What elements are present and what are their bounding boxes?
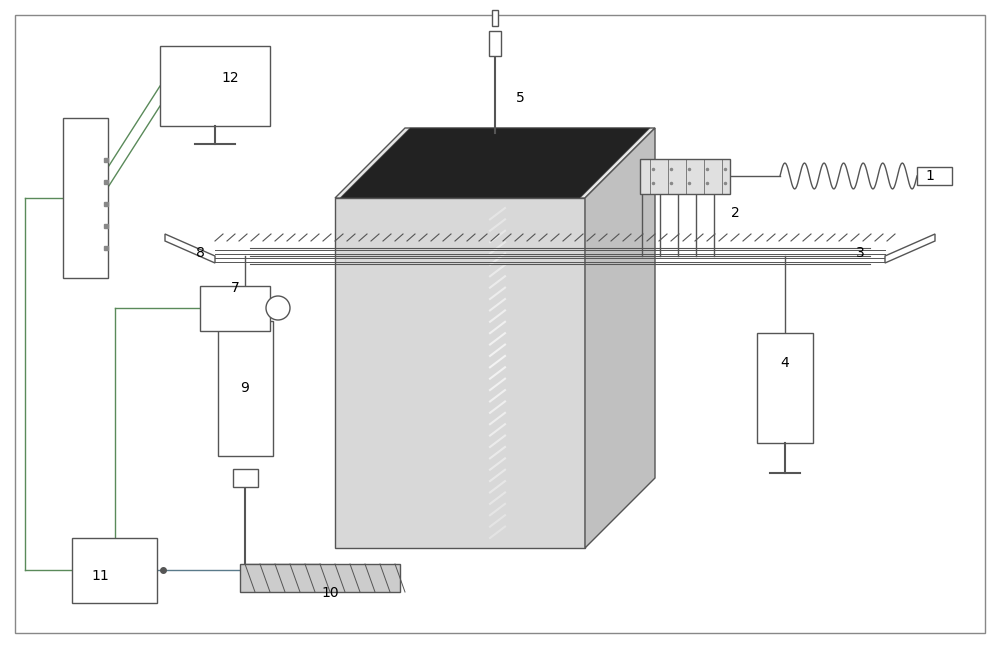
Polygon shape — [335, 128, 655, 198]
Bar — [62, 118, 108, 278]
Text: 2: 2 — [731, 206, 739, 220]
Text: 3: 3 — [856, 246, 864, 260]
Text: 9: 9 — [241, 381, 249, 395]
Text: 8: 8 — [196, 246, 204, 260]
Text: 5: 5 — [516, 91, 524, 105]
Bar — [240, 564, 400, 592]
Bar — [492, 10, 498, 25]
Bar — [72, 537, 157, 603]
Polygon shape — [165, 234, 215, 263]
Bar — [917, 167, 952, 185]
Bar — [218, 321, 273, 456]
Text: 7: 7 — [231, 281, 239, 295]
Bar — [758, 333, 812, 443]
Bar — [489, 30, 501, 56]
Circle shape — [266, 296, 290, 320]
Polygon shape — [885, 234, 935, 263]
Polygon shape — [340, 128, 650, 198]
Text: 4: 4 — [781, 356, 789, 370]
Polygon shape — [585, 128, 655, 548]
Text: 10: 10 — [321, 586, 339, 600]
Text: 11: 11 — [91, 569, 109, 583]
Bar — [160, 46, 270, 126]
Bar — [640, 159, 730, 194]
Polygon shape — [335, 198, 585, 548]
Bar — [233, 469, 258, 487]
Text: 1: 1 — [926, 169, 934, 183]
Bar — [200, 286, 270, 330]
Text: 12: 12 — [221, 71, 239, 85]
